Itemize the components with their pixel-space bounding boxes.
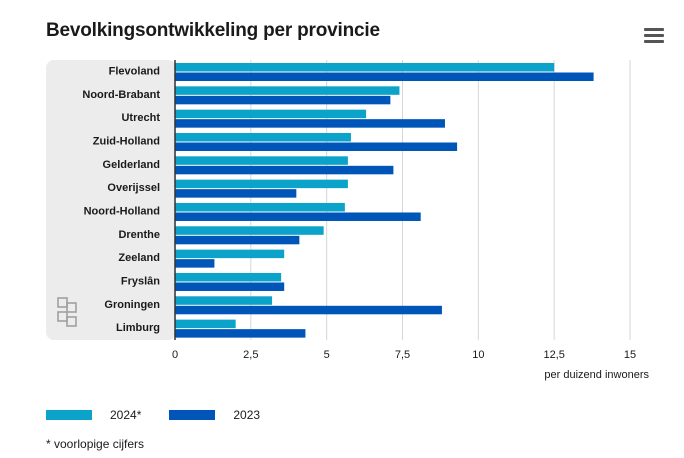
bar-2023[interactable] <box>175 95 391 105</box>
category-label: Groningen <box>104 299 160 311</box>
category-label: Utrecht <box>121 112 160 124</box>
legend: 2024* 2023 <box>46 408 288 422</box>
bar-2024[interactable] <box>175 226 324 235</box>
footnote: * voorlopige cijfers <box>46 437 145 451</box>
bar-2023[interactable] <box>175 212 421 221</box>
bar-2023[interactable] <box>175 282 285 291</box>
bar-2023[interactable] <box>175 119 445 128</box>
legend-label-2024: 2024* <box>110 408 142 422</box>
bar-2024[interactable] <box>175 296 273 305</box>
category-label: Fryslân <box>121 275 160 287</box>
category-label: Overijssel <box>107 182 160 194</box>
x-axis-title: per duizend inwoners <box>544 369 649 381</box>
legend-item-2024[interactable]: 2024* <box>46 408 141 422</box>
bar-2023[interactable] <box>175 189 297 198</box>
bar-2024[interactable] <box>175 156 348 165</box>
bar-2023[interactable] <box>175 142 458 151</box>
category-label: Drenthe <box>118 229 160 241</box>
bar-2023[interactable] <box>175 165 394 175</box>
x-tick-label: 10 <box>472 349 484 361</box>
bar-2023[interactable] <box>175 305 442 315</box>
bar-2023[interactable] <box>175 72 594 82</box>
bar-2023[interactable] <box>175 235 300 245</box>
bar-2024[interactable] <box>175 249 285 259</box>
category-label: Noord-Brabant <box>82 89 160 101</box>
bar-2024[interactable] <box>175 109 367 119</box>
category-label: Gelderland <box>103 159 160 171</box>
legend-swatch-2024 <box>46 410 92 420</box>
bar-2023[interactable] <box>175 329 306 338</box>
bar-2024[interactable] <box>175 202 345 212</box>
cbs-logo-icon <box>57 297 77 327</box>
bar-2024[interactable] <box>175 179 348 189</box>
category-label: Zeeland <box>118 252 160 264</box>
x-tick-label: 0 <box>172 349 178 361</box>
bar-2024[interactable] <box>175 63 555 72</box>
bar-chart: Flevoland Noord-Brabant Utrecht Zuid-Hollan… <box>46 60 649 381</box>
legend-label-2023: 2023 <box>233 408 261 422</box>
bar-2024[interactable] <box>175 132 351 142</box>
x-tick-label: 5 <box>324 349 330 361</box>
bar-2024[interactable] <box>175 86 400 95</box>
category-label: Zuid-Holland <box>93 135 160 147</box>
chart-title: Bevolkingsontwikkeling per provincie <box>46 20 380 41</box>
x-tick-label: 15 <box>624 349 636 361</box>
category-panel <box>46 60 176 340</box>
category-label: Noord-Holland <box>84 205 160 217</box>
x-tick-label: 7,5 <box>395 349 410 361</box>
category-label: Limburg <box>116 322 160 334</box>
bar-2023[interactable] <box>175 259 215 268</box>
legend-item-2023[interactable]: 2023 <box>169 408 260 422</box>
legend-swatch-2023 <box>169 410 216 420</box>
x-tick-label: 12,5 <box>543 349 564 361</box>
category-label: Flevoland <box>109 66 160 78</box>
x-tick-label: 2,5 <box>243 349 258 361</box>
bar-2024[interactable] <box>175 272 282 282</box>
bar-2024[interactable] <box>175 319 236 329</box>
hamburger-menu-icon[interactable] <box>644 28 664 44</box>
